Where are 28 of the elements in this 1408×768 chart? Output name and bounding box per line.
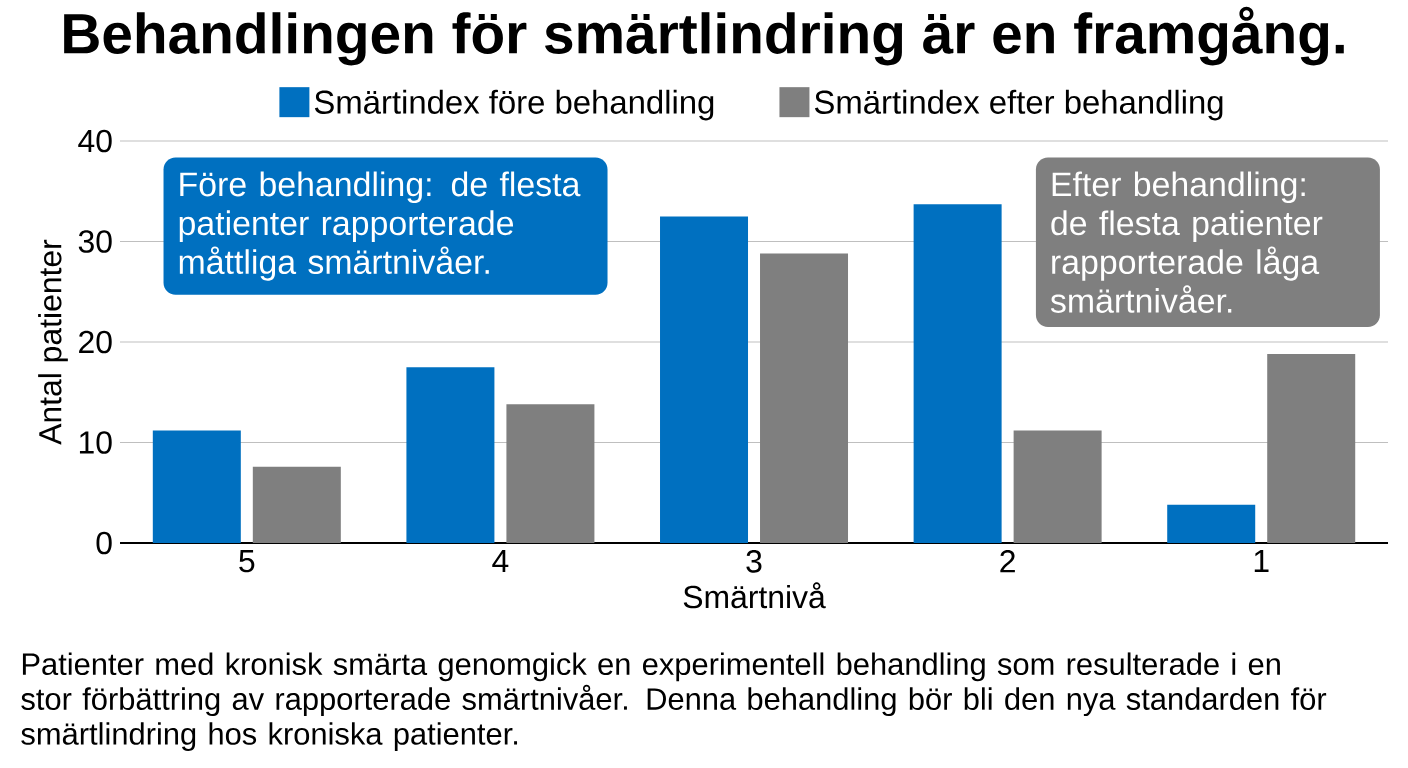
chart-title: Behandlingen för smärtlindring är en framgång. <box>64 6 1344 66</box>
x-tick-label: 5 <box>239 550 255 573</box>
bar <box>760 253 849 544</box>
bar <box>406 367 495 544</box>
x-tick-label: 1 <box>1254 550 1269 572</box>
y-axis-title: Antal patienter <box>38 239 68 445</box>
y-tick-label: 30 <box>78 230 112 253</box>
bar <box>152 430 241 544</box>
bar <box>913 204 1002 544</box>
bar <box>1267 354 1356 544</box>
x-axis-title: Smärtnivå <box>683 582 826 609</box>
bar <box>660 216 749 544</box>
y-tick-label: 10 <box>79 431 112 454</box>
bar <box>252 466 341 544</box>
legend-label: Smärtindex efter behandling <box>814 89 1223 121</box>
x-tick-label: 2 <box>1000 550 1015 573</box>
y-tick-label: 0 <box>96 531 112 555</box>
y-tick-label: 20 <box>79 330 112 354</box>
x-tick-label: 4 <box>492 550 509 572</box>
legend-label: Smärtindex före behandling <box>314 89 714 121</box>
bar <box>506 404 595 544</box>
annotation: Efter behandling: de flesta patienter rapporterade låga smärtnivåer. <box>1050 171 1323 313</box>
text: Patienter med kronisk smärta genomgick en experimentell behandling som resulterade i en stor förbättring av rapporterade smärtnivåer. Denna behandling bör bli den nya standarden för smärtlindring hos kroniska patienter. <box>21 652 1327 751</box>
y-tick-label: 40 <box>78 129 112 153</box>
x-tick-label: 3 <box>746 550 762 573</box>
bar <box>1013 430 1102 544</box>
bar <box>1167 504 1256 544</box>
annotation: Före behandling: de flesta patienter rapporterade måttliga smärtnivåer. <box>179 171 581 281</box>
